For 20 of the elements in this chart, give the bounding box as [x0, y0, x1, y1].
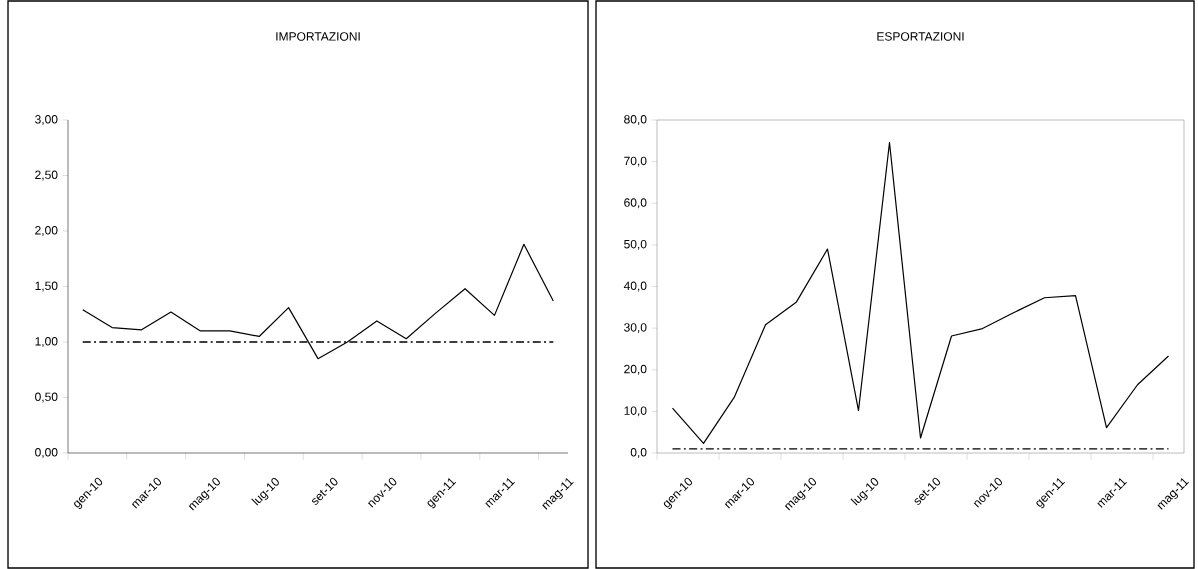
y-tick-label: 1,50: [35, 281, 58, 292]
y-tick-label: 10,0: [624, 406, 647, 417]
y-tick-label: 40,0: [623, 281, 647, 292]
chart-title: ESPORTAZIONI: [877, 32, 964, 41]
y-tick-label: 70,0: [624, 156, 647, 167]
y-tick-label: 1,00: [35, 337, 58, 347]
y-tick-label: 3,00: [35, 115, 58, 125]
y-tick-label: 0,50: [35, 392, 58, 403]
line-series: [82, 243, 554, 360]
y-tick-label: 2,50: [35, 170, 58, 181]
y-tick-label: 50,0: [624, 239, 647, 250]
y-tick-label: 30,0: [624, 323, 647, 334]
y-tick-label: 20,0: [624, 364, 647, 375]
y-tick-label: 80,0: [624, 115, 647, 125]
line-series: [671, 141, 1170, 445]
y-tick-label: 60,0: [624, 198, 647, 209]
y-tick-label: 0,00: [35, 448, 58, 458]
y-tick-label: 0,0: [630, 448, 647, 458]
chart-title: IMPORTAZIONI: [276, 32, 360, 41]
y-tick-label: 2,00: [35, 226, 58, 236]
